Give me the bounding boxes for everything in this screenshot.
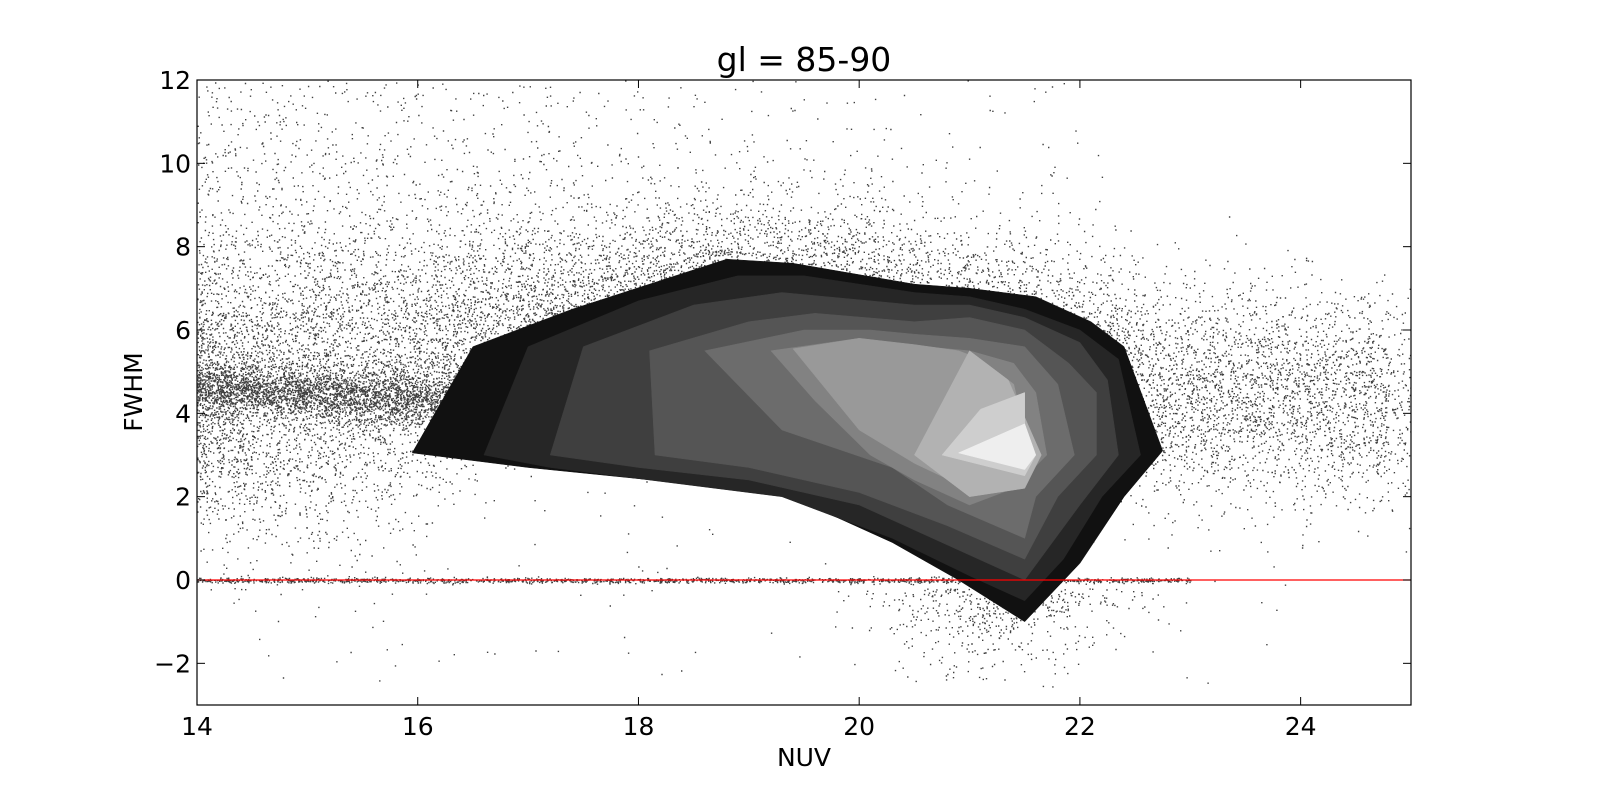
y-tick-label: 12	[159, 66, 191, 95]
x-tick-label: 14	[181, 712, 213, 741]
y-tick-label: 8	[175, 233, 191, 262]
y-tick-label: 6	[175, 316, 191, 345]
y-axis-label: FWHM	[119, 352, 148, 431]
x-tick-label: 18	[623, 712, 655, 741]
y-tick-label: 10	[159, 149, 191, 178]
chart-title: gl = 85-90	[717, 40, 892, 79]
x-tick-label: 16	[402, 712, 434, 741]
x-axis-label: NUV	[777, 743, 831, 772]
density-contour-10	[957, 423, 1037, 470]
y-tick-label: 0	[175, 566, 191, 595]
y-tick-label: −2	[154, 649, 191, 678]
density-contours	[411, 258, 1163, 623]
plot-frame	[196, 79, 1412, 706]
x-tick-label: 24	[1285, 712, 1317, 741]
y-tick-label: 4	[175, 399, 191, 428]
y-tick-label: 2	[175, 483, 191, 512]
x-tick-label: 22	[1064, 712, 1096, 741]
x-tick-label: 20	[843, 712, 875, 741]
